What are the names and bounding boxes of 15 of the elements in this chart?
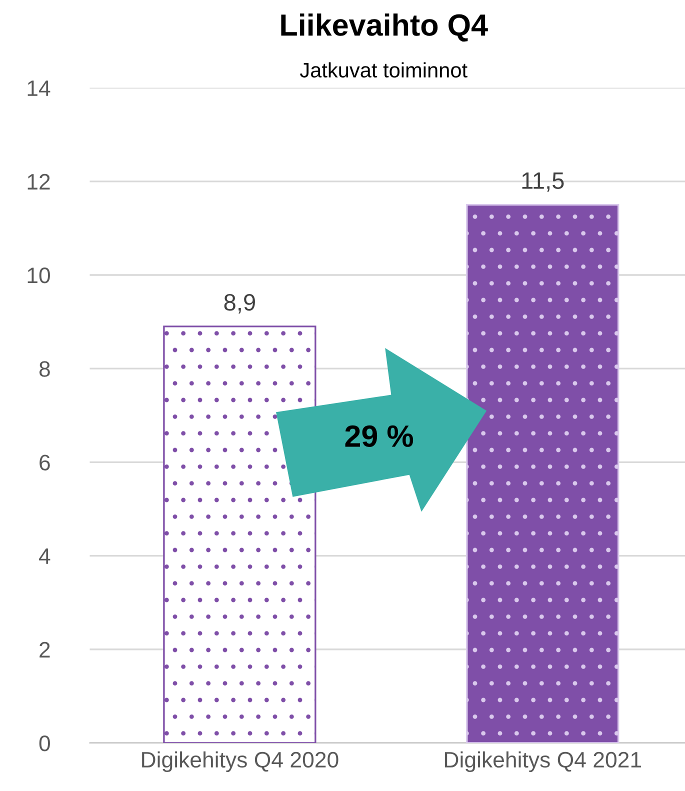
y-tick-label: 6: [40, 454, 50, 470]
chart-subtitle: Jatkuvat toiminnot: [300, 62, 468, 78]
chart-title: Liikevaihto Q4: [281, 13, 488, 42]
x-tick-label: Digikehitys Q4 2021: [445, 751, 641, 772]
y-tick-label: 0: [39, 736, 50, 752]
y-tick-label: 14: [28, 80, 50, 96]
data-label: 8,9: [224, 294, 255, 314]
y-tick-label: 10: [28, 268, 50, 284]
y-tick-label: 8: [39, 361, 50, 377]
y-tick-label: 2: [40, 642, 50, 658]
y-tick-label: 12: [28, 174, 50, 190]
data-label: 11,5: [522, 172, 564, 192]
y-tick-label: 4: [39, 548, 50, 564]
x-tick-label: Digikehitys Q4 2020: [142, 751, 338, 772]
annotation: 29 %: [345, 425, 414, 447]
